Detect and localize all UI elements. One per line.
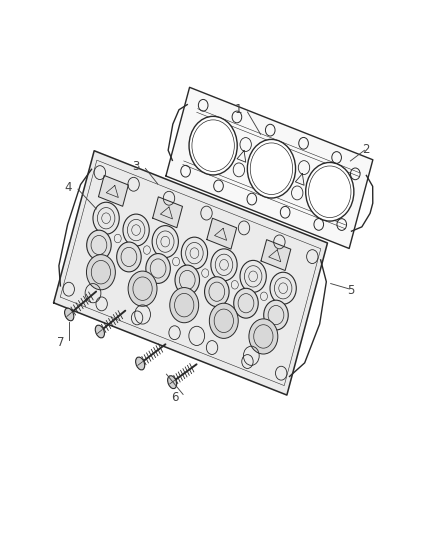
Ellipse shape — [209, 303, 238, 338]
Ellipse shape — [249, 319, 278, 354]
Ellipse shape — [64, 308, 74, 321]
Text: 5: 5 — [347, 284, 354, 297]
Ellipse shape — [175, 265, 200, 295]
Ellipse shape — [136, 357, 145, 370]
Text: 2: 2 — [362, 143, 370, 156]
Ellipse shape — [168, 376, 177, 389]
Ellipse shape — [205, 277, 229, 306]
Ellipse shape — [95, 325, 104, 338]
Ellipse shape — [93, 202, 119, 234]
Polygon shape — [207, 218, 237, 249]
Text: 4: 4 — [64, 181, 72, 194]
Text: 7: 7 — [57, 336, 64, 349]
Ellipse shape — [270, 272, 296, 304]
Text: 1: 1 — [235, 103, 243, 116]
Ellipse shape — [181, 237, 208, 269]
Ellipse shape — [117, 242, 141, 272]
Ellipse shape — [189, 116, 237, 175]
Ellipse shape — [211, 249, 237, 281]
Ellipse shape — [306, 163, 354, 221]
Ellipse shape — [152, 225, 178, 257]
Ellipse shape — [86, 255, 115, 290]
Polygon shape — [53, 151, 328, 395]
Ellipse shape — [247, 140, 296, 198]
Polygon shape — [261, 240, 291, 271]
Polygon shape — [99, 175, 128, 206]
Text: 6: 6 — [171, 391, 179, 403]
Ellipse shape — [234, 288, 258, 318]
Ellipse shape — [87, 230, 111, 260]
Text: 3: 3 — [132, 160, 139, 173]
Ellipse shape — [146, 254, 170, 284]
Polygon shape — [153, 197, 183, 228]
Ellipse shape — [240, 261, 266, 293]
Ellipse shape — [264, 300, 288, 330]
Ellipse shape — [123, 214, 149, 246]
Ellipse shape — [128, 271, 157, 306]
Polygon shape — [166, 87, 373, 248]
Ellipse shape — [170, 288, 199, 323]
